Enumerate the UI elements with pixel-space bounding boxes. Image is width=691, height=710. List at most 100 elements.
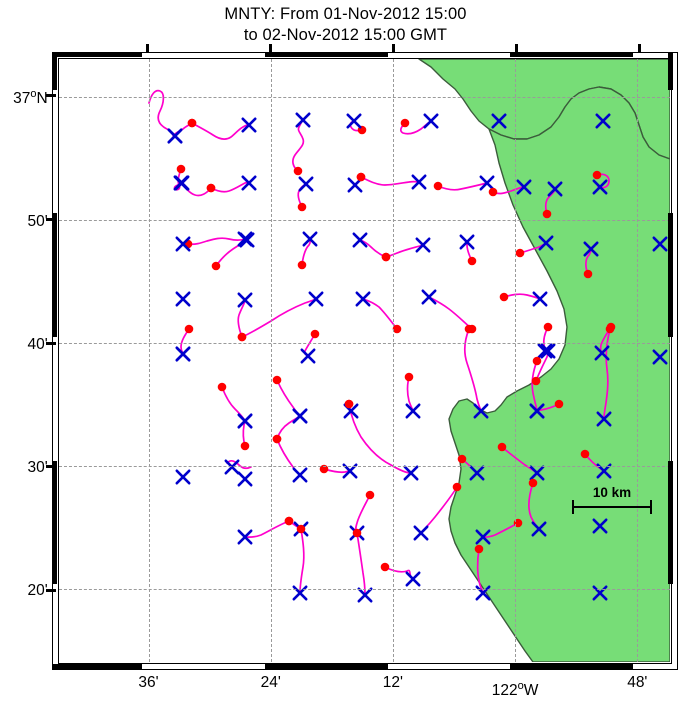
drifter-end-marker-6 xyxy=(423,113,439,129)
drifter-start-marker-11 xyxy=(206,183,216,193)
drifter-track-15 xyxy=(437,182,488,191)
drifter-end-marker-31 xyxy=(300,348,316,364)
drifter-end-marker-55 xyxy=(237,529,253,545)
drifter-end-marker-27 xyxy=(652,236,668,252)
scale-bar-cap-left xyxy=(572,500,575,514)
x-tick-mark-0 xyxy=(146,44,150,53)
drifter-start-marker-35 xyxy=(543,322,553,332)
drifter-end-marker-22 xyxy=(352,232,368,248)
drifter-end-marker-18 xyxy=(592,179,608,195)
grid-line-horizontal-2 xyxy=(59,342,670,344)
scale-bar-line xyxy=(572,506,652,509)
figure-title: MNTY: From 01-Nov-2012 15:00 to 02-Nov-2… xyxy=(0,4,691,46)
drifter-track-55 xyxy=(244,520,290,539)
drifter-track-42 xyxy=(463,328,482,412)
drifter-start-marker-16 xyxy=(488,187,498,197)
grid-line-vertical-2 xyxy=(392,59,394,662)
drifter-start-marker-15 xyxy=(433,181,443,191)
drifter-end-marker-58 xyxy=(475,529,491,545)
tick-ribbon-left-0 xyxy=(52,52,57,90)
drifter-end-marker-48 xyxy=(292,467,308,483)
drifter-end-marker-60 xyxy=(592,518,608,534)
drifter-end-marker-25 xyxy=(538,235,554,251)
drifter-start-marker-45 xyxy=(240,441,250,451)
drifter-end-marker-68 xyxy=(175,291,191,307)
drifter-start-marker-62 xyxy=(380,562,390,572)
grid-line-horizontal-4 xyxy=(59,588,670,590)
drifter-end-marker-30 xyxy=(308,291,324,307)
grid-line-vertical-0 xyxy=(148,59,150,662)
grid-line-horizontal-1 xyxy=(59,219,670,221)
drifter-end-marker-8 xyxy=(595,113,611,129)
drifter-start-marker-32 xyxy=(392,324,402,334)
drifter-end-marker-37 xyxy=(652,349,668,365)
tick-ribbon-right-2 xyxy=(668,213,673,338)
drifter-start-marker-44 xyxy=(605,324,615,334)
drifter-end-marker-10 xyxy=(173,175,189,191)
drifter-start-marker-30 xyxy=(237,332,247,342)
drifter-start-marker-52 xyxy=(497,442,507,452)
tick-ribbon-top-4 xyxy=(510,52,634,57)
x-tick-label-1: 24' xyxy=(260,674,281,691)
drifter-track-32 xyxy=(362,298,398,330)
tick-ribbon-bottom-2 xyxy=(264,664,388,669)
drifter-end-marker-57 xyxy=(413,525,429,541)
drifter-end-marker-21 xyxy=(302,231,318,247)
drifter-track-61 xyxy=(299,528,305,594)
drifter-start-marker-17 xyxy=(542,209,552,219)
drifter-track-30 xyxy=(241,298,317,338)
drifter-start-marker-57 xyxy=(452,482,462,492)
drifter-end-marker-23 xyxy=(415,237,431,253)
drifter-end-marker-5 xyxy=(346,113,362,129)
drifter-end-marker-42 xyxy=(473,403,489,419)
x-tick-mark-2 xyxy=(392,44,396,53)
drifter-end-marker-26 xyxy=(583,241,599,257)
drifter-start-marker-24 xyxy=(467,256,477,266)
drifter-start-marker-63 xyxy=(352,528,362,538)
y-tick-mark-1 xyxy=(46,217,56,221)
plot-area: 10 km xyxy=(46,44,678,670)
drifter-start-marker-56 xyxy=(365,490,375,500)
x-tick-mark-4 xyxy=(637,44,641,53)
drifter-start-marker-64 xyxy=(474,544,484,554)
drifter-end-marker-69 xyxy=(175,346,191,362)
drifter-end-marker-72 xyxy=(529,403,545,419)
drifter-end-marker-16 xyxy=(516,179,532,195)
y-tick-mark-0 xyxy=(46,94,56,98)
drifter-start-marker-14 xyxy=(356,172,366,182)
drifter-start-marker-18 xyxy=(592,170,602,180)
tick-ribbon-bottom-0 xyxy=(52,664,142,669)
drifter-track-29 xyxy=(237,299,246,338)
drifter-end-marker-71 xyxy=(540,343,556,359)
drifter-end-marker-51 xyxy=(469,465,485,481)
drifter-end-marker-66 xyxy=(237,471,253,487)
y-tick-label-4: 20' xyxy=(27,581,52,599)
tick-ribbon-bottom-4 xyxy=(510,664,634,669)
scale-bar: 10 km xyxy=(572,485,653,519)
y-tick-mark-2 xyxy=(46,341,56,345)
drifter-end-marker-41 xyxy=(405,403,421,419)
y-tick-mark-3 xyxy=(46,465,56,469)
x-tick-mark-3 xyxy=(514,44,518,53)
drifter-end-marker-3 xyxy=(241,117,257,133)
drifter-start-marker-34 xyxy=(499,292,509,302)
y-tick-mark-4 xyxy=(46,588,56,592)
drifter-start-marker-61 xyxy=(296,524,306,534)
tick-ribbon-right-4 xyxy=(668,460,673,585)
drifter-track-63 xyxy=(356,532,366,596)
x-tick-label-0: 36' xyxy=(138,674,159,691)
tick-ribbon-left-4 xyxy=(52,460,57,585)
tick-ribbon-right-0 xyxy=(668,52,673,90)
grid-line-vertical-1 xyxy=(270,59,272,662)
drifter-end-marker-46 xyxy=(292,408,308,424)
drifter-start-marker-59 xyxy=(528,478,538,488)
drifter-markers xyxy=(167,112,668,603)
drifter-start-marker-51 xyxy=(457,454,467,464)
x-tick-label-3: 122oW xyxy=(491,679,539,699)
land-coast-south xyxy=(448,86,670,662)
y-axis-labels: 37oN 50' 40' 30' 20' xyxy=(0,58,52,664)
drifter-start-marker-25 xyxy=(515,248,525,258)
drifter-start-marker-71 xyxy=(531,376,541,386)
drifter-start-marker-28 xyxy=(184,324,194,334)
